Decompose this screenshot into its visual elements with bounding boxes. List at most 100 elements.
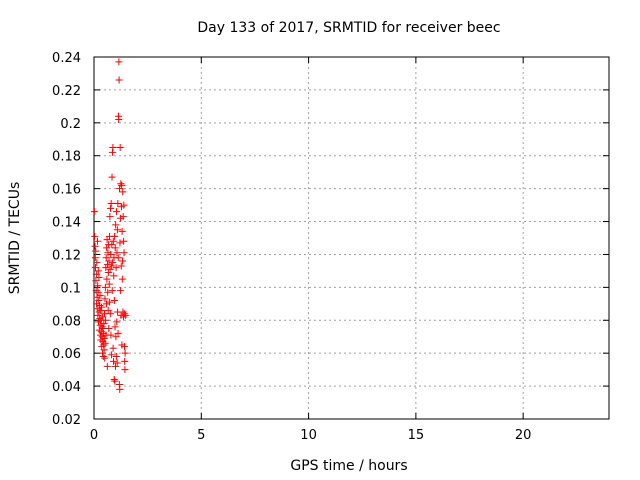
data-point — [113, 249, 121, 257]
data-point — [106, 298, 114, 306]
data-point — [108, 241, 116, 249]
data-point — [107, 250, 115, 258]
x-tick-label: 5 — [197, 428, 205, 443]
x-tick-label: 0 — [90, 428, 98, 443]
chart-title: Day 133 of 2017, SRMTID for receiver bee… — [197, 20, 500, 36]
data-point — [95, 297, 103, 305]
data-point — [108, 287, 116, 295]
data-point — [113, 226, 121, 234]
data-point — [121, 311, 129, 319]
data-point — [111, 232, 119, 240]
data-point — [104, 288, 112, 296]
data-point — [94, 288, 102, 296]
data-point — [119, 188, 127, 196]
data-point — [113, 359, 121, 367]
data-point — [91, 242, 99, 250]
x-tick-label: 10 — [300, 428, 317, 443]
data-point — [101, 295, 109, 303]
data-point — [115, 76, 123, 84]
y-tick-label: 0.14 — [52, 216, 81, 231]
data-point — [114, 329, 122, 337]
data-point — [113, 208, 121, 216]
y-tick-label: 0.16 — [52, 183, 81, 198]
data-point — [109, 344, 117, 352]
data-point — [111, 377, 119, 385]
y-axis-label: SRMTID / TECUs — [7, 182, 23, 295]
data-point — [115, 58, 123, 66]
data-point — [103, 244, 111, 252]
data-point — [109, 144, 117, 151]
y-tick-label: 0.06 — [52, 347, 81, 362]
data-point — [117, 180, 125, 188]
data-point — [107, 199, 115, 207]
data-point — [107, 331, 115, 339]
data-point — [90, 208, 98, 216]
data-point — [113, 318, 121, 326]
data-point — [118, 227, 126, 235]
data-point — [93, 293, 101, 301]
data-point — [106, 310, 114, 318]
data-point — [94, 267, 102, 275]
data-point — [108, 173, 116, 181]
gridlines — [94, 57, 609, 419]
y-axis-tick-labels: 0.02 0.04 0.06 0.08 0.1 0.12 0.14 0.16 0.18 0.2 0.… — [52, 51, 81, 428]
data-point — [94, 282, 102, 290]
data-point — [116, 144, 124, 151]
x-tick-label: 20 — [515, 428, 532, 443]
x-axis-tick-labels: 0 5 10 15 20 — [90, 428, 532, 443]
data-point — [92, 247, 100, 255]
data-point — [110, 272, 118, 280]
data-point — [107, 262, 115, 270]
axis-ticks — [93, 56, 609, 420]
data-point — [100, 320, 108, 328]
data-point — [106, 265, 114, 273]
data-point — [109, 237, 117, 245]
data-point — [120, 201, 128, 209]
data-point — [110, 297, 118, 305]
x-tick-label: 15 — [408, 428, 425, 443]
data-point — [112, 221, 120, 229]
data-point — [100, 346, 108, 354]
data-point — [110, 357, 118, 365]
data-point — [116, 385, 124, 393]
data-point — [112, 352, 120, 360]
data-point — [111, 244, 119, 252]
y-tick-label: 0.22 — [52, 84, 81, 99]
data-point — [109, 259, 117, 267]
data-point — [104, 260, 112, 268]
data-point — [104, 269, 112, 277]
data-point — [91, 232, 99, 240]
data-point — [91, 254, 99, 262]
data-point — [106, 213, 114, 221]
data-point — [105, 280, 113, 288]
data-point — [105, 257, 113, 265]
data-point — [102, 316, 110, 324]
data-point — [100, 334, 108, 342]
data-point — [116, 239, 124, 247]
data-point — [107, 204, 115, 212]
plot-frame — [93, 56, 610, 420]
data-point — [108, 351, 116, 359]
data-point — [101, 339, 109, 347]
data-point — [110, 376, 118, 384]
data-point — [118, 181, 126, 189]
data-point — [92, 277, 100, 285]
data-point — [120, 249, 128, 257]
data-point — [105, 325, 113, 332]
data-point — [97, 306, 105, 314]
data-point — [103, 362, 111, 370]
y-tick-label: 0.2 — [60, 117, 81, 132]
y-tick-label: 0.1 — [60, 281, 81, 296]
data-point — [99, 352, 107, 360]
data-point — [98, 303, 106, 311]
y-tick-label: 0.04 — [52, 380, 81, 395]
data-point — [102, 300, 110, 308]
data-point — [121, 349, 129, 357]
y-tick-label: 0.12 — [52, 248, 81, 263]
y-tick-label: 0.08 — [52, 314, 81, 329]
data-point — [93, 237, 101, 245]
y-tick-label: 0.18 — [52, 150, 81, 165]
data-point — [121, 357, 129, 365]
data-point — [116, 287, 124, 295]
